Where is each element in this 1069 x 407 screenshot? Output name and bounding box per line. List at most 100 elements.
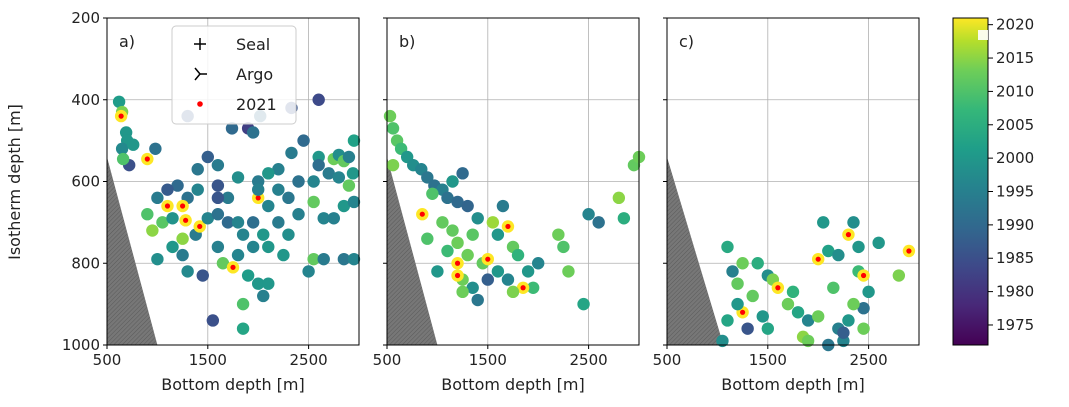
data-point <box>721 240 734 254</box>
data-point <box>252 277 265 290</box>
x-axis-label: Bottom depth [m] <box>161 375 305 394</box>
data-point <box>592 216 605 229</box>
data-point <box>236 228 250 241</box>
data-point <box>822 244 835 258</box>
data-point <box>746 289 759 303</box>
x-tick-label: 500 <box>93 351 122 369</box>
data-point <box>161 183 174 196</box>
slope-wedge <box>387 156 438 345</box>
data-point <box>285 146 298 160</box>
data-point <box>552 228 565 241</box>
x-tick-label: 1500 <box>189 351 227 369</box>
x-tick-label: 1500 <box>749 351 787 369</box>
data-point <box>211 208 225 221</box>
colorbar-tick-label: 2010 <box>996 82 1034 100</box>
data-point <box>272 183 285 196</box>
data-point <box>317 252 330 266</box>
point-2021-marker <box>144 156 150 162</box>
data-point <box>317 212 330 225</box>
data-point <box>461 199 474 213</box>
data-point <box>236 322 250 335</box>
data-point <box>471 212 484 225</box>
data-point <box>446 224 459 237</box>
data-point <box>862 285 875 299</box>
data-point <box>892 269 906 282</box>
data-point <box>532 257 545 270</box>
data-point <box>221 191 235 205</box>
data-point <box>386 122 400 135</box>
colorbar-tick-label: 1975 <box>996 316 1034 334</box>
data-point <box>812 310 825 323</box>
y-tick-label: 600 <box>71 173 100 191</box>
point-2021-marker <box>520 285 526 291</box>
data-point <box>506 285 520 299</box>
point-2021-marker <box>860 272 867 279</box>
data-point <box>456 285 469 299</box>
data-point <box>726 265 739 278</box>
data-point <box>577 297 590 311</box>
data-point <box>252 183 265 196</box>
data-point <box>112 95 126 108</box>
data-point <box>347 195 361 209</box>
data-point <box>231 248 245 262</box>
data-point <box>115 142 129 155</box>
data-point <box>786 285 800 299</box>
data-point <box>149 142 162 155</box>
data-point <box>347 252 361 266</box>
data-point <box>272 216 285 229</box>
panels: 500 1500 2500 Bottom depth [m] 200 400 600 800 1… <box>62 9 920 394</box>
data-point <box>852 240 865 254</box>
data-point <box>801 334 815 348</box>
data-point <box>486 216 500 229</box>
data-point <box>116 152 130 166</box>
data-point <box>322 167 335 180</box>
point-2021-marker <box>164 203 171 209</box>
data-point <box>347 134 361 147</box>
data-point <box>246 240 260 254</box>
data-point <box>211 240 225 254</box>
data-point <box>761 322 774 335</box>
x-tick-label: 2500 <box>570 351 608 369</box>
x-tick-label: 500 <box>653 351 682 369</box>
data-point <box>386 158 400 172</box>
data-point <box>221 216 235 229</box>
data-point <box>211 158 225 172</box>
point-2021-marker <box>740 309 746 315</box>
x-axis-label: Bottom depth [m] <box>441 375 585 394</box>
point-2021-marker <box>183 217 189 223</box>
data-point <box>332 171 346 184</box>
data-point <box>327 212 340 225</box>
data-point <box>446 175 459 188</box>
data-point <box>872 236 885 250</box>
data-point <box>842 314 855 327</box>
data-point <box>731 277 744 290</box>
data-point <box>141 208 154 221</box>
data-point <box>827 281 840 294</box>
data-point <box>191 183 204 196</box>
point-2021-marker <box>485 256 491 262</box>
colorbar-gradient <box>952 17 989 346</box>
data-point <box>191 163 204 176</box>
data-point <box>426 187 439 200</box>
data-point <box>206 314 220 327</box>
data-point <box>837 326 850 339</box>
data-point <box>307 175 320 188</box>
slope-wedge <box>107 156 158 345</box>
colorbar-tick-label: 2000 <box>996 149 1034 167</box>
data-point <box>857 302 870 315</box>
y-tick-label: 200 <box>71 9 100 27</box>
data-point <box>342 150 356 164</box>
point-2021-marker <box>775 285 781 291</box>
colorbar-marker <box>978 30 988 40</box>
slope-wedge <box>667 156 724 345</box>
data-point <box>342 179 356 192</box>
point-2021-marker <box>454 272 461 279</box>
colorbar: 1975 1980 1985 1990 1995 2000 2005 2010 2015 2020 <box>952 16 1034 346</box>
x-tick-label: 1500 <box>469 351 507 369</box>
point-2021-marker <box>118 113 124 119</box>
data-point <box>521 265 535 278</box>
data-point <box>302 265 315 278</box>
data-point <box>272 163 285 176</box>
colorbar-tick-label: 2020 <box>996 16 1034 34</box>
data-point <box>282 228 295 241</box>
